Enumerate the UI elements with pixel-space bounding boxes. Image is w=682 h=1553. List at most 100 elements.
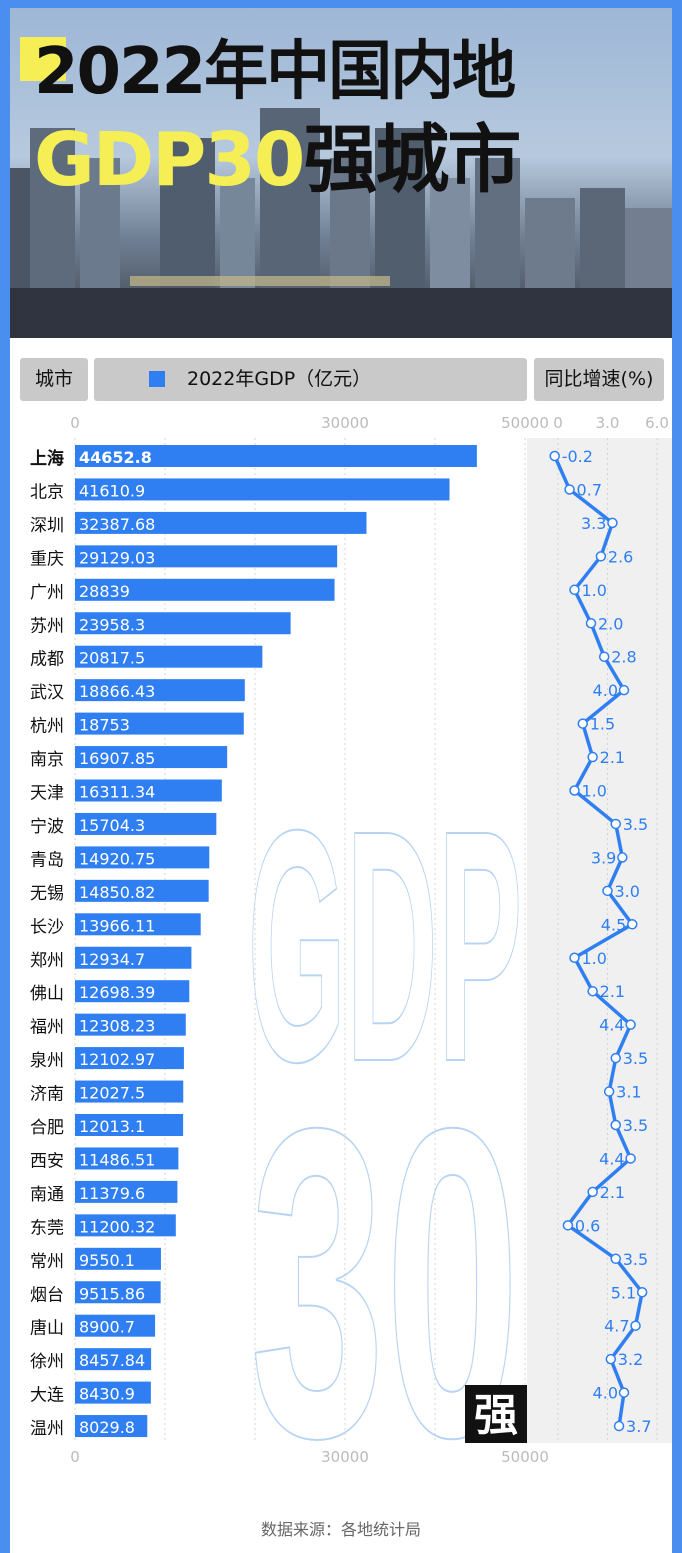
growth-panel-bg bbox=[527, 438, 672, 1443]
gdp-bar bbox=[75, 445, 477, 467]
growth-point bbox=[569, 952, 580, 963]
city-label: 烟台 bbox=[30, 1285, 64, 1305]
growth-value-label: 3.5 bbox=[623, 1250, 648, 1269]
city-label: 苏州 bbox=[30, 616, 64, 636]
growth-value-label: 4.7 bbox=[604, 1317, 629, 1336]
gdp-bar bbox=[75, 1180, 178, 1203]
growth-value-label: 1.0 bbox=[582, 581, 607, 600]
bar-axis-tick-label: 50000 bbox=[501, 414, 549, 432]
gdp-bar bbox=[75, 1381, 151, 1404]
growth-point bbox=[636, 1287, 648, 1298]
growth-line-series: -0.20.73.32.61.02.02.84.01.52.11.03.53.9… bbox=[549, 447, 652, 1436]
gdp-value-label: 11379.6 bbox=[79, 1184, 145, 1203]
legend-swatch bbox=[149, 371, 165, 387]
growth-point bbox=[585, 618, 597, 629]
gdp-bar bbox=[75, 1147, 179, 1170]
gdp-bar bbox=[75, 1314, 156, 1337]
growth-value-label: 2.1 bbox=[600, 982, 625, 1001]
city-label: 泉州 bbox=[30, 1051, 64, 1071]
gdp-value-label: 12013.1 bbox=[79, 1117, 145, 1136]
city-label: 宁波 bbox=[30, 817, 64, 837]
city-skyline-image bbox=[10, 108, 672, 338]
gdp-bar bbox=[75, 578, 335, 601]
city-label: 常州 bbox=[30, 1252, 64, 1272]
watermark-badge bbox=[465, 1385, 527, 1443]
gdp-bar bbox=[75, 1047, 184, 1070]
watermark: GDP 30 强 bbox=[247, 760, 527, 1530]
bar-axis-tick-label: 30000 bbox=[321, 414, 369, 432]
growth-value-label: 4.0 bbox=[593, 1384, 618, 1403]
gdp-bar bbox=[75, 679, 245, 702]
growth-value-label: 1.0 bbox=[582, 949, 607, 968]
growth-axis-tick-label: 0 bbox=[553, 414, 563, 432]
growth-point bbox=[627, 919, 638, 930]
growth-point bbox=[618, 1387, 630, 1398]
gdp-bar bbox=[75, 946, 192, 969]
gdp-bar bbox=[75, 1214, 176, 1237]
gdp-bars: 上海 44652.8 北京 41610.9 深圳 32387.68 重庆 29129.03 广州… bbox=[30, 445, 477, 1439]
growth-point bbox=[577, 718, 588, 729]
growth-value-label: 2.1 bbox=[600, 1183, 625, 1202]
city-label: 佛山 bbox=[30, 984, 64, 1004]
gdp-value-label: 11486.51 bbox=[79, 1150, 155, 1169]
growth-value-label: 1.0 bbox=[582, 782, 607, 801]
growth-point bbox=[610, 1119, 621, 1131]
growth-value-label: 2.0 bbox=[598, 614, 623, 633]
city-label: 西安 bbox=[30, 1151, 64, 1171]
growth-point bbox=[587, 985, 598, 997]
gdp-value-label: 12934.7 bbox=[79, 950, 145, 969]
gdp-value-label: 16311.34 bbox=[79, 783, 155, 802]
growth-value-label: 3.2 bbox=[618, 1350, 643, 1369]
growth-value-label: 5.1 bbox=[611, 1283, 636, 1302]
growth-point bbox=[562, 1220, 574, 1231]
growth-point bbox=[564, 484, 575, 495]
growth-axis-tick-label: 3.0 bbox=[596, 414, 620, 432]
title-highlight: GDP30 bbox=[34, 117, 305, 203]
gdp-value-label: 12698.39 bbox=[79, 983, 155, 1002]
hero-banner bbox=[10, 8, 672, 338]
gdp-bar bbox=[75, 846, 210, 869]
bar-axis-tick-label: 50000 bbox=[501, 1448, 549, 1466]
growth-point bbox=[598, 651, 610, 662]
gdp-value-label: 11200.32 bbox=[79, 1217, 155, 1236]
growth-value-label: 4.0 bbox=[593, 681, 618, 700]
header-growth: 同比增速(%) bbox=[534, 358, 664, 401]
growth-point bbox=[630, 1320, 641, 1331]
gdp-bar bbox=[75, 612, 291, 635]
growth-value-label: 4.4 bbox=[599, 1149, 624, 1168]
growth-value-label: 3.5 bbox=[623, 1049, 648, 1068]
bar-axis-tick-label: 0 bbox=[70, 1448, 80, 1466]
city-label: 唐山 bbox=[30, 1318, 64, 1339]
gdp-bar bbox=[75, 1281, 161, 1304]
city-label: 杭州 bbox=[30, 717, 64, 737]
gdp-value-label: 18866.43 bbox=[79, 682, 155, 701]
gdp-bar bbox=[75, 1348, 152, 1371]
growth-point bbox=[617, 852, 628, 863]
gdp-value-label: 18753 bbox=[79, 716, 130, 735]
city-label: 合肥 bbox=[30, 1118, 64, 1138]
gdp-bar bbox=[75, 1415, 148, 1438]
gdp-value-label: 28839 bbox=[79, 582, 130, 601]
gdp-bar bbox=[75, 1013, 186, 1036]
gdp-value-label: 20817.5 bbox=[79, 649, 145, 668]
growth-value-label: -0.2 bbox=[562, 447, 593, 466]
growth-value-label: 1.5 bbox=[590, 715, 615, 734]
gdp-value-label: 12308.23 bbox=[79, 1017, 155, 1036]
gdp-value-label: 32387.68 bbox=[79, 515, 155, 534]
city-label: 南通 bbox=[30, 1185, 64, 1205]
gdp-value-label: 8430.9 bbox=[79, 1385, 135, 1404]
growth-value-label: 2.6 bbox=[608, 547, 633, 566]
city-label: 温州 bbox=[30, 1419, 64, 1439]
gdp-value-label: 12027.5 bbox=[79, 1084, 145, 1103]
gdp-bar bbox=[75, 1114, 184, 1136]
growth-point bbox=[625, 1019, 636, 1030]
city-label: 长沙 bbox=[30, 917, 64, 937]
growth-value-label: 3.1 bbox=[616, 1083, 641, 1102]
gdp-value-label: 8029.8 bbox=[79, 1418, 135, 1437]
growth-axis-tick-label: 6.0 bbox=[645, 414, 669, 432]
city-label: 东莞 bbox=[30, 1218, 64, 1238]
city-label: 天津 bbox=[30, 784, 64, 804]
gdp-bar bbox=[75, 746, 228, 769]
title-rest: 强城市 bbox=[303, 117, 521, 203]
